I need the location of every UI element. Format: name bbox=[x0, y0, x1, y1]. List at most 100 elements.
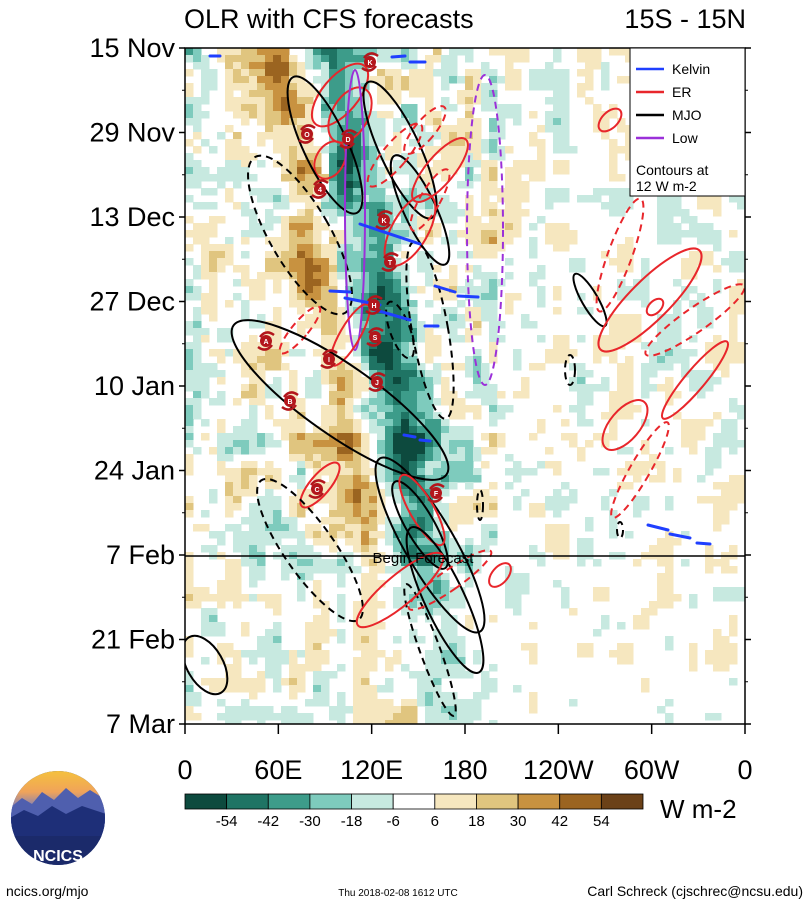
tc-marker: B bbox=[281, 391, 299, 411]
kelvin-contour bbox=[668, 532, 692, 540]
tc-marker: 4 bbox=[311, 179, 329, 199]
contour-ellipse bbox=[385, 300, 415, 360]
legend-note-line1: Contours at bbox=[636, 162, 708, 178]
y-tick-label: 21 Feb bbox=[91, 625, 175, 655]
svg-text:B: B bbox=[287, 399, 292, 406]
contour-ellipse bbox=[366, 122, 424, 188]
tc-marker: A bbox=[257, 331, 275, 351]
svg-text:K: K bbox=[381, 218, 386, 225]
svg-text:K: K bbox=[367, 60, 372, 67]
colorbar-swatch bbox=[351, 793, 394, 810]
legend-label: MJO bbox=[672, 107, 702, 123]
contour-ellipse bbox=[601, 399, 649, 451]
y-tick-label: 27 Dec bbox=[89, 287, 175, 317]
colorbar-swatch bbox=[226, 793, 269, 810]
ncics-logo: NCICS bbox=[11, 771, 105, 865]
y-tick-label: 29 Nov bbox=[89, 118, 175, 148]
legend-label: ER bbox=[672, 84, 691, 100]
svg-text:4: 4 bbox=[318, 187, 322, 194]
svg-text:D: D bbox=[345, 137, 350, 144]
contour-ellipse bbox=[403, 583, 457, 717]
colorbar-units: W m-2 bbox=[660, 794, 737, 824]
x-tick-label: 60E bbox=[254, 755, 302, 785]
colorbar-label: 18 bbox=[468, 813, 485, 830]
logo-text: NCICS bbox=[33, 848, 83, 865]
contour-ellipse bbox=[299, 461, 341, 509]
y-axis: 15 Nov 29 Nov 13 Dec 27 Dec 10 Jan 24 Jan 7 Fe… bbox=[89, 33, 751, 739]
contour-ellipse bbox=[344, 69, 366, 351]
contour-ellipse bbox=[407, 549, 493, 611]
tropical-cyclone-markers: K O D 4 K T H A S I J B C F bbox=[257, 52, 445, 503]
colorbar-swatch bbox=[559, 793, 602, 810]
colorbar-swatch bbox=[600, 793, 644, 810]
svg-text:I: I bbox=[328, 357, 330, 364]
contour-ellipse bbox=[595, 197, 645, 313]
contour-ellipse bbox=[488, 562, 512, 588]
tc-marker: I bbox=[320, 349, 338, 369]
footer-timestamp: Thu 2018-02-08 1612 UTC bbox=[338, 888, 458, 899]
contour-ellipse bbox=[310, 62, 370, 128]
y-tick-label: 24 Jan bbox=[94, 456, 175, 486]
kelvin-contour bbox=[328, 289, 352, 294]
x-tick-label: 120W bbox=[523, 755, 594, 785]
legend-label: Kelvin bbox=[672, 61, 710, 77]
colorbar-label: -54 bbox=[216, 813, 238, 830]
colorbar-label: 42 bbox=[551, 813, 568, 830]
svg-text:O: O bbox=[304, 132, 310, 139]
kelvin-contour bbox=[390, 54, 407, 59]
y-tick-label: 7 Mar bbox=[106, 709, 175, 739]
kelvin-contour bbox=[695, 541, 712, 546]
contour-ellipse bbox=[616, 521, 624, 539]
x-tick-label: 180 bbox=[442, 755, 487, 785]
colorbar-swatch bbox=[434, 793, 477, 810]
colorbar-swatch bbox=[476, 793, 519, 810]
footer-author: Carl Schreck (cjschrec@ncsu.edu) bbox=[587, 883, 803, 899]
contour-ellipse bbox=[597, 107, 623, 133]
contour-ellipse bbox=[405, 526, 485, 674]
x-tick-label: 120E bbox=[340, 755, 403, 785]
colorbar-swatch bbox=[309, 793, 352, 810]
colorbar-label: -30 bbox=[299, 813, 321, 830]
contour-ellipse bbox=[256, 477, 364, 623]
svg-text:S: S bbox=[373, 335, 378, 342]
tc-marker: D bbox=[339, 129, 357, 149]
contour-ellipse bbox=[409, 168, 451, 232]
colorbar-swatch bbox=[392, 793, 436, 810]
colorbar-label: -6 bbox=[387, 813, 400, 830]
tc-marker: K bbox=[375, 210, 393, 230]
footer-url[interactable]: ncics.org/mjo bbox=[6, 883, 89, 899]
x-tick-label: 0 bbox=[177, 755, 192, 785]
svg-text:J: J bbox=[375, 380, 379, 387]
colorbar-label: -42 bbox=[257, 813, 279, 830]
contour-ellipse bbox=[476, 489, 484, 521]
kelvin-contour bbox=[456, 294, 480, 299]
colorbar-label: -18 bbox=[341, 813, 363, 830]
contour-ellipse bbox=[660, 340, 730, 420]
colorbar-label: 6 bbox=[431, 813, 439, 830]
kelvin-contour bbox=[402, 433, 417, 439]
contour-ellipse bbox=[327, 86, 373, 144]
kelvin-contour bbox=[433, 284, 457, 294]
kelvin-contour bbox=[646, 523, 670, 532]
contour-ellipse bbox=[278, 305, 322, 355]
x-tick-label: 0 bbox=[737, 755, 752, 785]
colorbar-label: 54 bbox=[593, 813, 610, 830]
legend-box bbox=[629, 47, 746, 197]
contour-ellipse bbox=[230, 319, 450, 481]
colorbar-swatch bbox=[184, 793, 228, 810]
tc-marker: T bbox=[381, 252, 399, 272]
svg-text:A: A bbox=[263, 339, 268, 346]
colorbar-label: 30 bbox=[510, 813, 527, 830]
y-tick-label: 15 Nov bbox=[89, 33, 175, 63]
svg-text:T: T bbox=[388, 260, 393, 267]
y-tick-label: 13 Dec bbox=[89, 202, 175, 232]
contour-ellipse bbox=[597, 247, 703, 353]
tc-marker: F bbox=[427, 483, 445, 503]
contour-ellipse bbox=[403, 105, 447, 155]
contour-ellipse bbox=[645, 297, 665, 317]
tc-marker: S bbox=[366, 327, 384, 347]
tc-marker: H bbox=[365, 295, 383, 315]
y-tick-label: 10 Jan bbox=[94, 371, 175, 401]
contour-ellipse bbox=[644, 283, 745, 357]
